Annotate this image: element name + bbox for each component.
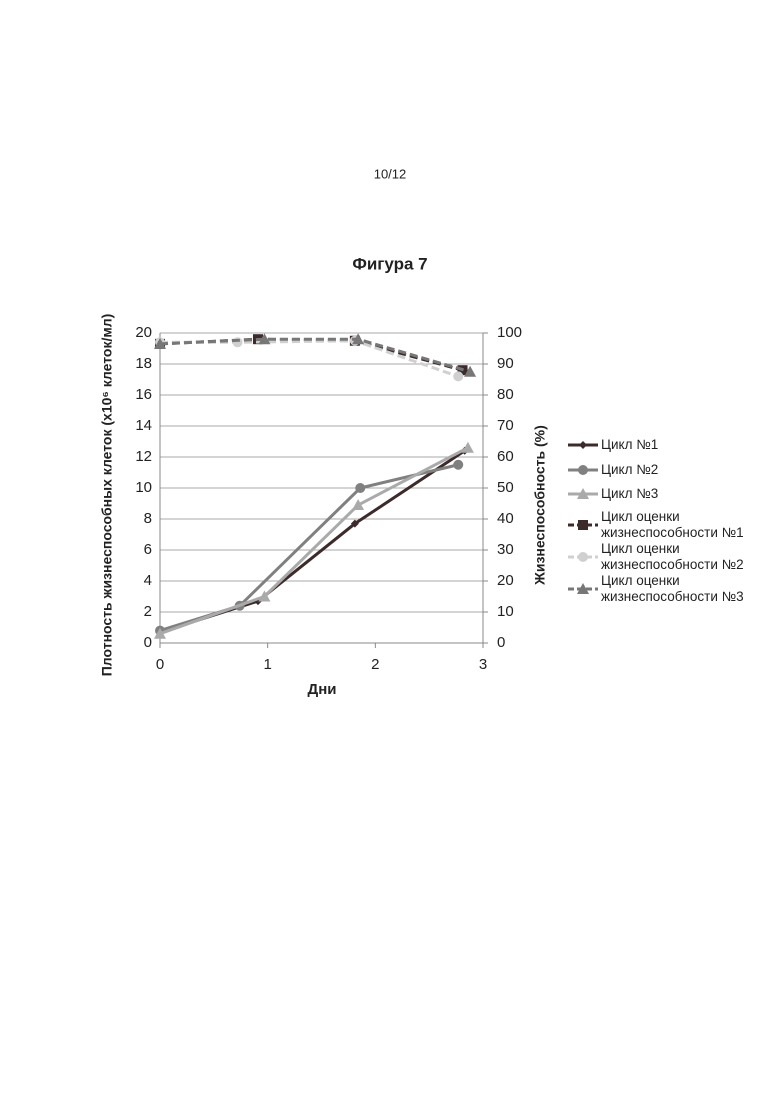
y2-tick-label: 50 bbox=[497, 479, 514, 496]
series-line bbox=[160, 448, 468, 634]
y-tick-label: 12 bbox=[135, 448, 152, 465]
point bbox=[462, 442, 474, 453]
legend-marker bbox=[578, 465, 588, 475]
series-line bbox=[160, 451, 465, 632]
x-tick-label: 0 bbox=[156, 656, 164, 673]
legend-label: Цикл №2 bbox=[601, 462, 761, 478]
legend-marker bbox=[578, 552, 588, 562]
y-tick-label: 2 bbox=[144, 603, 152, 620]
series-line bbox=[160, 339, 470, 372]
y-tick-label: 10 bbox=[135, 479, 152, 496]
x-tick-label: 3 bbox=[479, 656, 487, 673]
y-tick-label: 6 bbox=[144, 541, 152, 558]
y2-tick-label: 60 bbox=[497, 448, 514, 465]
y2-tick-label: 40 bbox=[497, 510, 514, 527]
x-tick-label: 2 bbox=[371, 656, 379, 673]
y2-tick-label: 10 bbox=[497, 603, 514, 620]
x-tick-label: 1 bbox=[263, 656, 271, 673]
y2-tick-label: 30 bbox=[497, 541, 514, 558]
x-axis-label: Дни bbox=[308, 681, 337, 698]
y2-tick-label: 70 bbox=[497, 417, 514, 434]
y-tick-label: 20 bbox=[135, 324, 152, 341]
point bbox=[352, 499, 364, 510]
page-number: 10/12 bbox=[374, 166, 407, 181]
point bbox=[355, 483, 365, 493]
chart-title: Фигура 7 bbox=[352, 254, 427, 273]
y-axis-label: Плотность жизнеспособных клеток (x10⁶ кл… bbox=[99, 314, 115, 677]
legend-label: Цикл №3 bbox=[601, 486, 761, 502]
legend-label: Цикл оценки жизнеспособности №2 bbox=[601, 541, 761, 573]
y-tick-label: 0 bbox=[144, 634, 152, 651]
point bbox=[453, 460, 463, 470]
y-tick-label: 16 bbox=[135, 386, 152, 403]
legend-label: Цикл №1 bbox=[601, 437, 761, 453]
page: 10/12 Фигура 7 Дни Плотность жизнеспособ… bbox=[0, 0, 780, 1103]
legend-label: Цикл оценки жизнеспособности №3 bbox=[601, 573, 761, 605]
y2-axis-label: Жизнеспособность (%) bbox=[532, 425, 548, 586]
legend-marker bbox=[578, 520, 588, 530]
series-line bbox=[160, 465, 458, 631]
series-line bbox=[160, 339, 463, 370]
point bbox=[453, 371, 463, 381]
legend-label: Цикл оценки жизнеспособности №1 bbox=[601, 509, 761, 541]
legend-marker bbox=[579, 441, 587, 449]
y-tick-label: 18 bbox=[135, 355, 152, 372]
y-tick-label: 14 bbox=[135, 417, 152, 434]
y2-tick-label: 80 bbox=[497, 386, 514, 403]
point bbox=[233, 337, 243, 347]
y2-tick-label: 20 bbox=[497, 572, 514, 589]
y2-tick-label: 90 bbox=[497, 355, 514, 372]
y-tick-label: 8 bbox=[144, 510, 152, 527]
y2-tick-label: 100 bbox=[497, 324, 522, 341]
y-tick-label: 4 bbox=[144, 572, 152, 589]
y2-tick-label: 0 bbox=[497, 634, 505, 651]
series-line bbox=[160, 341, 458, 377]
